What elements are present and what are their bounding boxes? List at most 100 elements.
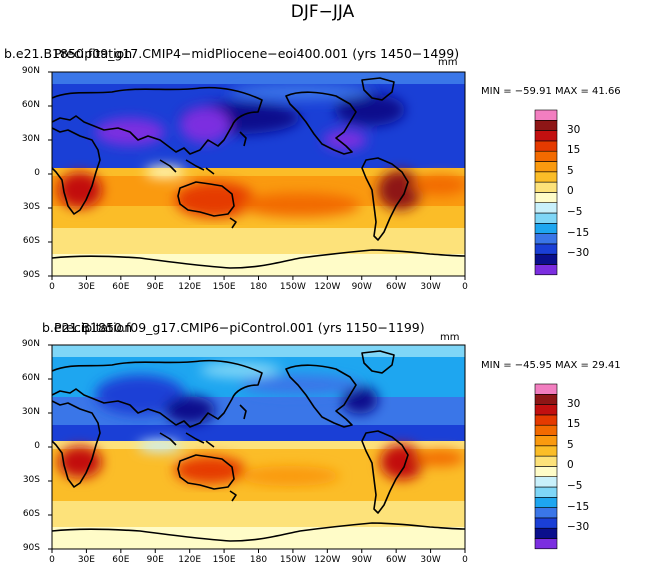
panel2-lat-label: 60S bbox=[22, 509, 40, 519]
maritime-continent-outline bbox=[159, 159, 215, 175]
antarctica-outline bbox=[52, 249, 465, 269]
panel1-lon-label: 0 bbox=[49, 282, 55, 292]
panel1-colorbar-label: −5 bbox=[567, 206, 583, 218]
colorbar-box bbox=[534, 414, 558, 426]
panel1-lat-label: 90S bbox=[22, 270, 40, 280]
africa-outline bbox=[52, 127, 101, 215]
colorbar-box bbox=[534, 486, 558, 498]
north-america-outline bbox=[285, 91, 357, 155]
panel1-colorbar bbox=[534, 109, 558, 276]
colorbar-box bbox=[534, 140, 558, 152]
blob-aus-max bbox=[175, 182, 255, 218]
panel1-lat-label: 60S bbox=[22, 236, 40, 246]
colorbar-box bbox=[534, 527, 558, 539]
nz-outline bbox=[229, 217, 237, 229]
panel1-colorbar-label: −15 bbox=[567, 226, 590, 239]
eurasia-outline bbox=[52, 86, 263, 155]
panel1-overlap-text: Precipitation bbox=[54, 46, 133, 61]
panel2-title-text: b.e21.B1850.f09_g17.CMIP6−piControl.001 … bbox=[42, 320, 425, 335]
blob-np-neg bbox=[240, 375, 360, 395]
panel2-lat-label: 60N bbox=[21, 373, 40, 383]
colorbar-box bbox=[534, 243, 558, 255]
panel1-lat-label: 90N bbox=[21, 66, 40, 76]
band-arctic bbox=[52, 345, 465, 357]
colorbar-box bbox=[534, 538, 558, 550]
panel1-lon-label: 60W bbox=[385, 282, 407, 292]
blob-spcz bbox=[240, 466, 340, 486]
colorbar-box bbox=[534, 507, 558, 519]
panel2-lat-label: 30N bbox=[21, 407, 40, 417]
panel1-tick-marks bbox=[48, 71, 466, 280]
panel1-stats: MIN = −59.91 MAX = 41.66 bbox=[481, 86, 621, 97]
panel1-colorbar-label: 30 bbox=[567, 123, 581, 136]
panel1-lon-label: 150E bbox=[212, 282, 236, 292]
colorbar-box bbox=[534, 192, 558, 203]
panel2-colorbar-label: 5 bbox=[567, 438, 574, 451]
blob-eio-light bbox=[145, 166, 185, 178]
panel1-lon-label: 150W bbox=[279, 282, 306, 292]
australia-outline bbox=[177, 454, 235, 490]
panel1-lat-label: 30N bbox=[21, 134, 40, 144]
panel2-colorbar-label: 0 bbox=[567, 459, 574, 472]
colorbar-box bbox=[534, 130, 558, 142]
panel2-lon-label: 120W bbox=[314, 555, 341, 565]
blob-india-deep bbox=[165, 396, 215, 424]
panel1-colorbar-label: 0 bbox=[567, 185, 574, 198]
panel2-colorbar-label: −5 bbox=[567, 480, 583, 492]
colorbar-box bbox=[534, 171, 558, 183]
nz-outline bbox=[229, 490, 237, 502]
panel1-units: mm bbox=[438, 57, 458, 68]
panel1-colorbar-label: 15 bbox=[567, 144, 581, 157]
blob-india-min bbox=[180, 107, 230, 143]
colorbar-box bbox=[534, 466, 558, 477]
panel2-lon-label: 60E bbox=[112, 555, 130, 565]
colorbar-box bbox=[534, 233, 558, 245]
japan-outline bbox=[239, 131, 247, 147]
panel2-colorbar bbox=[534, 383, 558, 550]
panel1-lon-label: 180 bbox=[249, 282, 268, 292]
panel2-colorbar-label: 15 bbox=[567, 418, 581, 431]
panel1-lon-label: 0 bbox=[462, 282, 468, 292]
panel2-lat-label: 30S bbox=[22, 475, 40, 485]
colorbar-box bbox=[534, 404, 558, 416]
panel2-colorbar-label: −15 bbox=[567, 500, 590, 513]
blob-sa-max bbox=[380, 444, 424, 480]
panel1-colorbar-label: 5 bbox=[567, 164, 574, 177]
colorbar-box bbox=[534, 223, 558, 234]
panel2-lat-label: 0 bbox=[34, 441, 40, 451]
colorbar-box bbox=[534, 212, 558, 224]
panel1-precip-field bbox=[52, 72, 465, 276]
panel2-lon-label: 120E bbox=[178, 555, 202, 565]
panel1-title: b.e21.B1850.f09_g17.CMIP4−midPliocene−eo… bbox=[4, 46, 459, 61]
blob-africa-max bbox=[58, 172, 102, 208]
panel2-precip-field bbox=[52, 345, 465, 549]
colorbar-box bbox=[534, 455, 558, 467]
colorbar-box bbox=[534, 517, 558, 529]
colorbar-box bbox=[534, 424, 558, 436]
panel2-lat-label: 90S bbox=[22, 543, 40, 553]
eurasia-outline bbox=[52, 359, 263, 428]
band-eq bbox=[52, 168, 465, 176]
blob-caribbean-min bbox=[323, 130, 367, 150]
band-sh-mid bbox=[52, 501, 465, 527]
blob-eio-light bbox=[138, 440, 182, 452]
colorbar-box bbox=[534, 161, 558, 173]
panel2-map bbox=[48, 344, 466, 553]
panel2-lon-label: 90W bbox=[351, 555, 372, 565]
panel1-lon-label: 90E bbox=[146, 282, 164, 292]
panel1-colorbar-label: −30 bbox=[567, 247, 590, 260]
blob-np-light bbox=[200, 362, 280, 378]
colorbar-box bbox=[534, 496, 558, 508]
africa-outline bbox=[52, 400, 101, 488]
panel1-lat-label: 0 bbox=[34, 168, 40, 178]
band-sh-mid bbox=[52, 228, 465, 254]
colorbar-box bbox=[534, 109, 558, 121]
australia-outline bbox=[177, 181, 235, 217]
colorbar-box bbox=[534, 445, 558, 457]
panel1-coastlines bbox=[52, 77, 465, 269]
colorbar-box bbox=[534, 476, 558, 488]
colorbar-box bbox=[534, 120, 558, 131]
band-sh-sub bbox=[52, 206, 465, 228]
panel2-title: b.e21.B1850.f09_g17.CMIP6−piControl.001 … bbox=[42, 320, 425, 335]
panel1-lat-label: 30S bbox=[22, 202, 40, 212]
